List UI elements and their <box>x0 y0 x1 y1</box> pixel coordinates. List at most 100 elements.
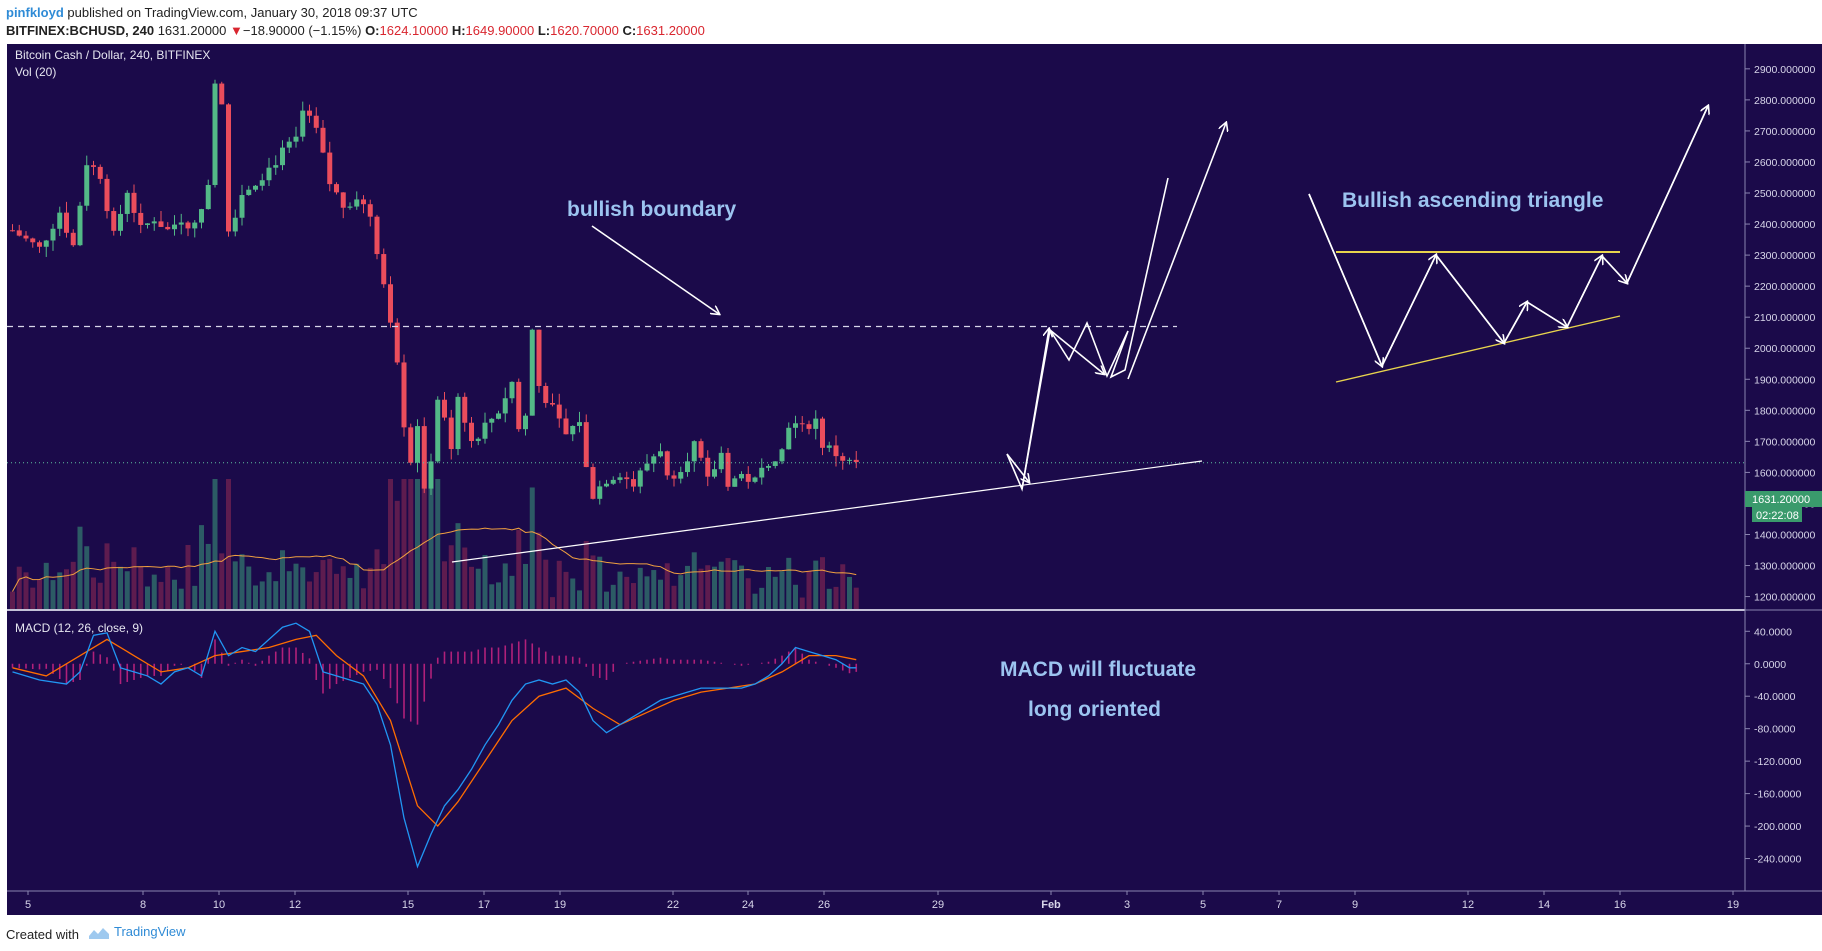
volume-bar <box>813 560 819 609</box>
candle-body <box>246 189 252 196</box>
triangle-arrow-2[interactable] <box>1381 255 1436 367</box>
volume-bar <box>536 532 542 609</box>
candle-body <box>300 110 306 137</box>
volume-bar <box>516 530 522 609</box>
volume-bar <box>840 564 846 609</box>
candle-body <box>354 199 360 207</box>
volume-bar <box>577 590 582 609</box>
drawings[interactable] <box>451 106 1708 563</box>
candle-body <box>367 204 373 217</box>
candle-body <box>185 222 191 229</box>
price-tick-label: 2000.000000 <box>1754 343 1815 355</box>
triangle-arrow-1[interactable] <box>1308 193 1382 366</box>
annotation-macd-1: MACD will fluctuate <box>1000 658 1196 681</box>
candle-body <box>590 467 596 499</box>
candle-body <box>550 403 555 405</box>
volume-bar <box>367 567 373 609</box>
volume-bar <box>678 575 684 609</box>
projection-arrow-3[interactable] <box>1049 329 1104 374</box>
volume-bar <box>280 550 285 609</box>
candle-body <box>671 475 677 479</box>
volume-bar <box>185 544 191 609</box>
candle-body <box>104 178 110 212</box>
candle-body <box>253 185 258 190</box>
candle-body <box>199 209 204 223</box>
projection-arrow-2[interactable] <box>1006 453 1029 482</box>
macd-series <box>11 622 858 869</box>
volume-bar <box>415 479 420 609</box>
triangle-arrow-4[interactable] <box>1503 302 1527 344</box>
candle-body <box>799 423 805 425</box>
triangle-arrow-8[interactable] <box>1626 106 1708 284</box>
candle-body <box>624 477 630 480</box>
time-scale[interactable] <box>7 891 1822 915</box>
price-tick-label: 1600.000000 <box>1754 467 1815 479</box>
candle-body <box>631 479 636 487</box>
candle-body <box>70 232 76 246</box>
candle-body <box>232 217 238 232</box>
volume-bar <box>394 500 400 609</box>
volume-bar <box>226 479 231 609</box>
tradingview-link[interactable]: TradingView <box>88 924 186 940</box>
annotation-macd-2: long oriented <box>1028 698 1161 721</box>
down-arrow-icon: ▼ <box>230 23 243 38</box>
macd-tick-label: -240.0000 <box>1754 854 1801 866</box>
price-tick-label: 1200.000000 <box>1754 592 1815 604</box>
volume-bar <box>637 567 643 609</box>
triangle-bottom-line[interactable] <box>1335 315 1621 383</box>
volume-bar <box>705 565 711 609</box>
candle-body <box>408 427 414 463</box>
candle-body <box>469 422 474 442</box>
price-tick-label: 1900.000000 <box>1754 374 1815 386</box>
candle-body <box>563 418 569 435</box>
candle-body <box>313 115 319 128</box>
volume-bar <box>671 585 677 609</box>
candle-body <box>712 469 717 477</box>
candle-body <box>813 418 819 429</box>
volume-bar <box>732 560 738 609</box>
projection-arrow-4[interactable] <box>1127 123 1226 380</box>
candle-body <box>732 478 738 487</box>
time-tick-label: 26 <box>818 899 830 911</box>
countdown-tag-text: 02:22:08 <box>1756 510 1799 522</box>
volume-bar <box>253 585 258 609</box>
volume-bar <box>570 578 576 609</box>
triangle-arrow-5[interactable] <box>1526 301 1567 327</box>
volume-bar <box>779 571 785 609</box>
projection-arrow-1[interactable] <box>1021 329 1049 490</box>
time-tick-label: 7 <box>1276 899 1282 911</box>
ascending-trendline[interactable] <box>451 460 1203 563</box>
candle-body <box>219 83 225 105</box>
chart-svg[interactable]: 2900.000000 2800.000000 2700.000000 2600.00… <box>7 44 1822 915</box>
candle-body <box>752 477 758 482</box>
volume-bar <box>239 554 245 609</box>
volume-bar <box>664 563 670 609</box>
candle-body <box>604 483 609 487</box>
price-tick-label: 2200.000000 <box>1754 281 1815 293</box>
chart-area[interactable]: 2900.000000 2800.000000 2700.000000 2600.00… <box>7 44 1822 915</box>
triangle-arrow-3[interactable] <box>1435 254 1504 343</box>
volume-bar <box>475 568 481 609</box>
volume-bar <box>462 547 468 609</box>
volume-bar <box>259 581 265 609</box>
volume-bar <box>745 578 751 609</box>
volume-bar <box>610 584 616 609</box>
price-tick-label: 1300.000000 <box>1754 561 1815 573</box>
candle-body <box>131 192 137 213</box>
price-scale[interactable] <box>1745 44 1822 891</box>
triangle-arrow-6[interactable] <box>1566 256 1602 328</box>
macd-pane[interactable] <box>7 611 1745 891</box>
author-link[interactable]: pinfkloyd <box>6 5 64 20</box>
price-tick-label: 2900.000000 <box>1754 64 1815 76</box>
candle-body <box>37 242 42 247</box>
current-price: 1631.20000 <box>157 23 227 38</box>
triangle-arrow-7[interactable] <box>1601 255 1627 283</box>
volume-bar <box>435 479 441 609</box>
boundary-pointer-arrow[interactable] <box>591 225 719 314</box>
candle-body <box>226 104 231 232</box>
candle-body <box>583 422 589 468</box>
close-value: 1631.20000 <box>636 23 705 38</box>
candle-body <box>307 110 312 116</box>
volume-bar <box>502 563 508 609</box>
volume-bar <box>583 540 589 609</box>
